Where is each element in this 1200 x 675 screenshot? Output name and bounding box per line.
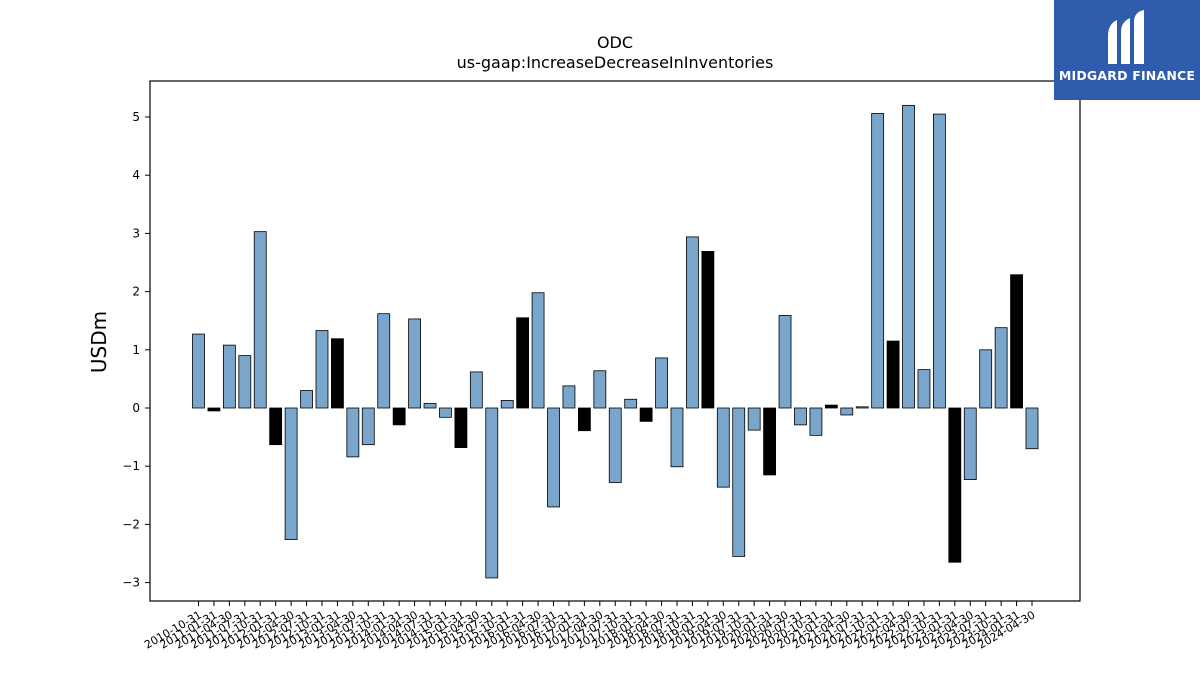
bar-2015-07-31	[485, 407, 499, 579]
bar-2011-07-31	[238, 355, 252, 409]
bar-2013-07-31	[361, 407, 375, 446]
y-tick-label: 1	[132, 343, 140, 357]
bar-2013-10-31	[377, 313, 391, 409]
bar-2020-07-31	[794, 407, 807, 426]
bar-2019-01-31	[701, 251, 715, 409]
y-tick-label: −2	[122, 517, 140, 531]
bar-2019-07-31	[732, 407, 746, 557]
y-tick-label: −1	[122, 459, 140, 473]
y-tick-label: 3	[132, 226, 140, 240]
bar-2012-10-31	[315, 330, 329, 409]
bar-2016-01-31	[516, 317, 530, 409]
bar-2016-10-31	[562, 385, 576, 409]
bar-2011-01-31	[207, 407, 221, 412]
bar-2018-10-31	[686, 236, 699, 409]
bar-2023-10-31	[994, 327, 1008, 409]
bar-2015-10-31	[500, 400, 514, 409]
bar-2012-07-31	[300, 390, 313, 409]
y-axis-label: USDm	[87, 311, 111, 373]
bar-2014-07-31	[423, 402, 437, 409]
bar-2022-01-31	[886, 340, 900, 409]
brand-logo: MIDGARD FINANCE	[1054, 0, 1200, 100]
chart-title: ODC	[597, 33, 633, 52]
bar-2015-04-30	[469, 371, 483, 409]
bar-2017-10-31	[624, 398, 638, 409]
plot-frame	[149, 80, 1081, 602]
bar-2020-04-30	[778, 315, 792, 409]
bars-layer	[192, 104, 1039, 579]
bar-2022-04-30	[902, 104, 915, 409]
bar-2010-10-31	[192, 333, 205, 409]
bar-2024-04-30	[1025, 407, 1039, 450]
bar-2016-07-31	[547, 407, 560, 508]
bar-2017-04-30	[593, 370, 607, 409]
bar-2013-04-30	[346, 407, 360, 458]
bar-2017-01-31	[577, 407, 591, 432]
bar-2011-10-31	[253, 231, 267, 409]
bar-2023-07-31	[979, 349, 993, 409]
bar-2020-01-31	[763, 407, 776, 476]
bar-2018-04-30	[655, 357, 668, 409]
bar-2011-04-30	[222, 344, 236, 409]
bar-2014-04-30	[408, 318, 421, 409]
y-tick-label: −3	[122, 576, 140, 590]
bar-2021-10-31	[871, 113, 885, 409]
bar-2014-01-31	[392, 407, 406, 426]
midgard-logo-icon	[1108, 10, 1144, 64]
y-tick-label: 2	[132, 285, 140, 299]
bar-2021-07-31	[855, 406, 869, 409]
bar-2021-04-30	[840, 407, 854, 416]
bar-2017-07-31	[608, 407, 622, 483]
bar-2013-01-31	[331, 338, 344, 409]
x-axis: 2010-10-312011-01-312011-04-302011-07-31…	[142, 601, 1038, 652]
y-tick-label: 5	[132, 110, 140, 124]
brand-name: MIDGARD FINANCE	[1058, 68, 1196, 83]
bar-2016-04-30	[531, 292, 545, 409]
y-tick-label: 4	[132, 168, 140, 182]
bar-2022-07-31	[917, 369, 931, 409]
bar-2012-01-31	[269, 407, 283, 446]
bar-2018-01-31	[639, 407, 653, 422]
bar-2012-04-30	[284, 407, 298, 540]
bar-2015-01-31	[454, 407, 468, 448]
bar-2018-07-31	[670, 407, 684, 468]
bar-2014-10-31	[439, 407, 452, 418]
y-tick-label: 0	[132, 401, 140, 415]
bar-2021-01-31	[824, 404, 838, 409]
y-axis: −3 −2 −1 0 1 2 3 4 5	[122, 110, 150, 590]
bar-2024-01-31	[1010, 274, 1023, 409]
bar-2019-10-31	[747, 407, 761, 431]
chart-subtitle: us-gaap:IncreaseDecreaseInInventories	[457, 53, 774, 72]
bar-2023-01-31	[948, 407, 962, 563]
bar-2019-04-30	[716, 407, 730, 488]
bar-2023-04-30	[963, 407, 977, 480]
bar-2020-10-31	[809, 407, 823, 436]
bar-2022-10-31	[932, 113, 946, 409]
